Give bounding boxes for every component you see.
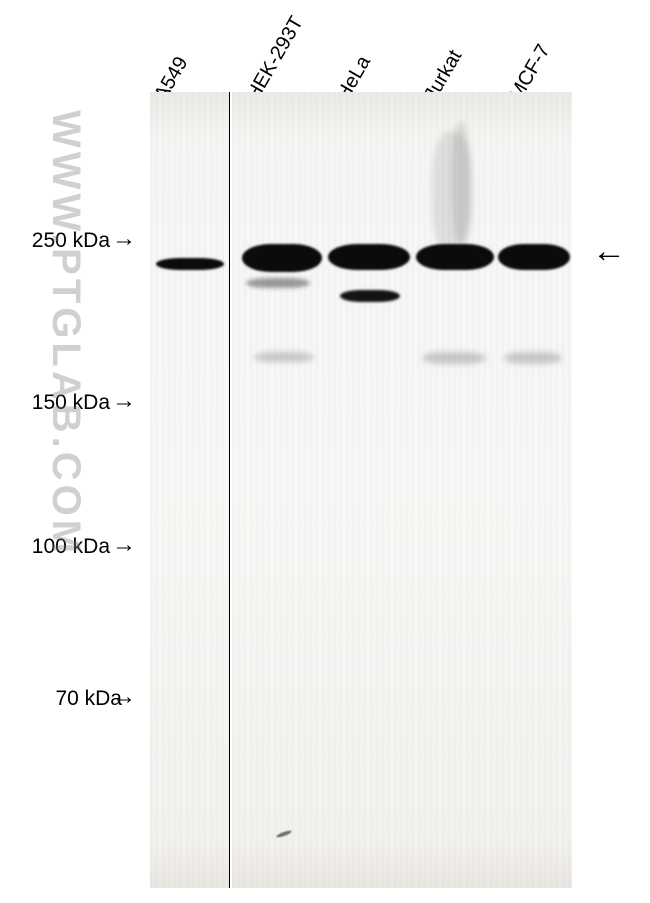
film-background [150,92,229,888]
watermark-text: WWW.PTGLAB.COM [43,110,88,557]
band-hek-main [242,244,322,272]
band-hek-minor [246,278,310,288]
band-mcf7-160 [504,352,562,364]
blot-figure: A549 HEK-293T HeLa Jurkat MCF-7 250 kDa … [0,0,650,903]
band-jurkat-160 [422,352,486,364]
blot-panel-right [232,92,572,888]
band-hek-160 [254,352,314,362]
arrow-right-icon: → [112,531,136,559]
arrow-left-icon: ← [592,232,626,271]
band-hela-main [328,244,410,270]
band-jurkat-main [416,244,494,270]
blot-panel-left [150,92,230,888]
band-hela-minor [340,290,400,302]
arrow-right-icon: → [112,387,136,415]
band-a549-main [156,258,224,270]
film-background [232,92,572,888]
arrow-right-icon: → [112,683,136,711]
mw-label-70: 70 kDa [12,687,122,711]
lane-smear [452,122,470,242]
arrow-right-icon: → [112,225,136,253]
band-mcf7-main [498,244,570,270]
